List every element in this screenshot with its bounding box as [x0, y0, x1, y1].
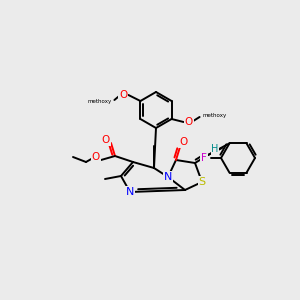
- Text: H: H: [211, 144, 219, 154]
- Text: O: O: [184, 117, 193, 127]
- Text: O: O: [92, 152, 100, 162]
- Text: O: O: [102, 135, 110, 145]
- Text: F: F: [201, 153, 207, 163]
- Text: S: S: [198, 177, 206, 187]
- Text: O: O: [119, 90, 128, 100]
- Text: O: O: [179, 137, 187, 147]
- Text: N: N: [164, 172, 172, 182]
- Text: N: N: [126, 187, 134, 197]
- Text: methoxy: methoxy: [87, 100, 111, 104]
- Text: methoxy: methoxy: [202, 112, 227, 118]
